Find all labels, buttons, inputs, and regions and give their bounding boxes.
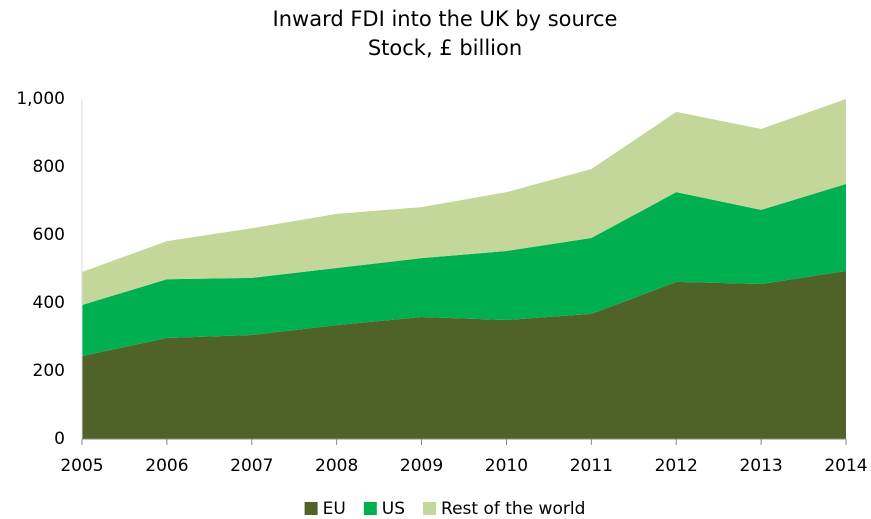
y-tick-label: 1,000 — [16, 89, 65, 109]
chart-title: Inward FDI into the UK by source — [273, 7, 618, 31]
x-tick-label: 2007 — [230, 456, 273, 476]
x-tick-label: 2008 — [315, 456, 358, 476]
legend-label: Rest of the world — [441, 499, 585, 519]
x-tick-label: 2013 — [739, 456, 782, 476]
legend-swatch — [304, 502, 318, 515]
y-tick-label: 600 — [33, 225, 65, 245]
area — [82, 271, 846, 439]
legend-swatch — [423, 502, 437, 515]
y-tick-label: 800 — [33, 157, 65, 177]
x-tick-label: 2012 — [655, 456, 698, 476]
legend-label: EU — [323, 499, 346, 519]
area — [82, 99, 846, 306]
x-tick-label: 2014 — [824, 456, 867, 476]
y-tick-label: 0 — [54, 429, 65, 449]
x-tick-label: 2005 — [60, 456, 103, 476]
y-tick-label: 400 — [33, 293, 65, 313]
x-tick-label: 2011 — [570, 456, 613, 476]
chart-subtitle: Stock, £ billion — [368, 36, 522, 60]
area — [82, 184, 846, 357]
x-tick-label: 2010 — [485, 456, 528, 476]
legend-label: US — [382, 499, 405, 519]
y-tick-label: 200 — [33, 361, 65, 381]
x-tick-label: 2006 — [145, 456, 188, 476]
legend-swatch — [363, 502, 377, 515]
x-tick-label: 2009 — [400, 456, 443, 476]
